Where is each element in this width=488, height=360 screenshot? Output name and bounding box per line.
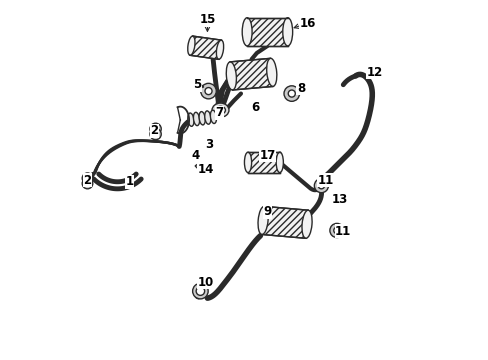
Text: 16: 16 <box>299 17 316 30</box>
Text: 11: 11 <box>334 225 351 238</box>
Ellipse shape <box>318 183 324 189</box>
Text: 6: 6 <box>250 101 259 114</box>
Text: 14: 14 <box>197 163 213 176</box>
Ellipse shape <box>204 87 212 95</box>
Ellipse shape <box>212 103 228 117</box>
Ellipse shape <box>333 227 340 234</box>
Ellipse shape <box>282 18 292 46</box>
Text: 12: 12 <box>366 66 383 79</box>
Bar <box>190 36 221 59</box>
Text: 17: 17 <box>259 149 275 162</box>
Ellipse shape <box>276 152 283 172</box>
Bar <box>262 206 307 238</box>
Ellipse shape <box>196 287 204 295</box>
Ellipse shape <box>193 112 199 126</box>
Text: 4: 4 <box>191 149 199 162</box>
Ellipse shape <box>82 173 93 184</box>
Ellipse shape <box>199 112 205 125</box>
Text: 2: 2 <box>83 174 91 186</box>
Ellipse shape <box>216 40 223 59</box>
Polygon shape <box>195 163 202 170</box>
Text: 8: 8 <box>296 82 305 95</box>
Ellipse shape <box>150 129 161 140</box>
Text: 2: 2 <box>150 124 158 137</box>
Ellipse shape <box>187 36 195 55</box>
Text: 1: 1 <box>125 175 134 188</box>
Ellipse shape <box>258 206 267 234</box>
Text: 7: 7 <box>215 107 224 120</box>
Ellipse shape <box>226 62 236 90</box>
Text: 13: 13 <box>331 193 347 206</box>
Text: 3: 3 <box>205 138 213 151</box>
Ellipse shape <box>266 58 276 86</box>
Ellipse shape <box>187 113 194 126</box>
Ellipse shape <box>284 86 299 101</box>
Ellipse shape <box>244 152 251 172</box>
Ellipse shape <box>204 111 210 124</box>
Text: 10: 10 <box>197 276 213 289</box>
Ellipse shape <box>215 106 225 114</box>
Polygon shape <box>334 194 338 199</box>
Ellipse shape <box>192 283 208 299</box>
Ellipse shape <box>201 83 216 99</box>
Ellipse shape <box>85 181 90 186</box>
Ellipse shape <box>314 179 328 193</box>
Text: 11: 11 <box>317 174 333 186</box>
Ellipse shape <box>242 18 252 46</box>
Ellipse shape <box>153 126 158 131</box>
Bar <box>246 18 287 46</box>
Ellipse shape <box>82 178 93 189</box>
Ellipse shape <box>150 123 161 135</box>
Bar <box>230 58 272 90</box>
Text: 15: 15 <box>199 13 215 26</box>
Ellipse shape <box>153 132 158 136</box>
Ellipse shape <box>287 90 295 97</box>
Ellipse shape <box>195 286 204 299</box>
Ellipse shape <box>302 210 311 238</box>
Text: 5: 5 <box>192 78 201 91</box>
Ellipse shape <box>210 110 216 123</box>
Ellipse shape <box>329 224 343 238</box>
Bar <box>247 152 279 172</box>
Text: 9: 9 <box>263 205 271 218</box>
Ellipse shape <box>85 176 90 181</box>
